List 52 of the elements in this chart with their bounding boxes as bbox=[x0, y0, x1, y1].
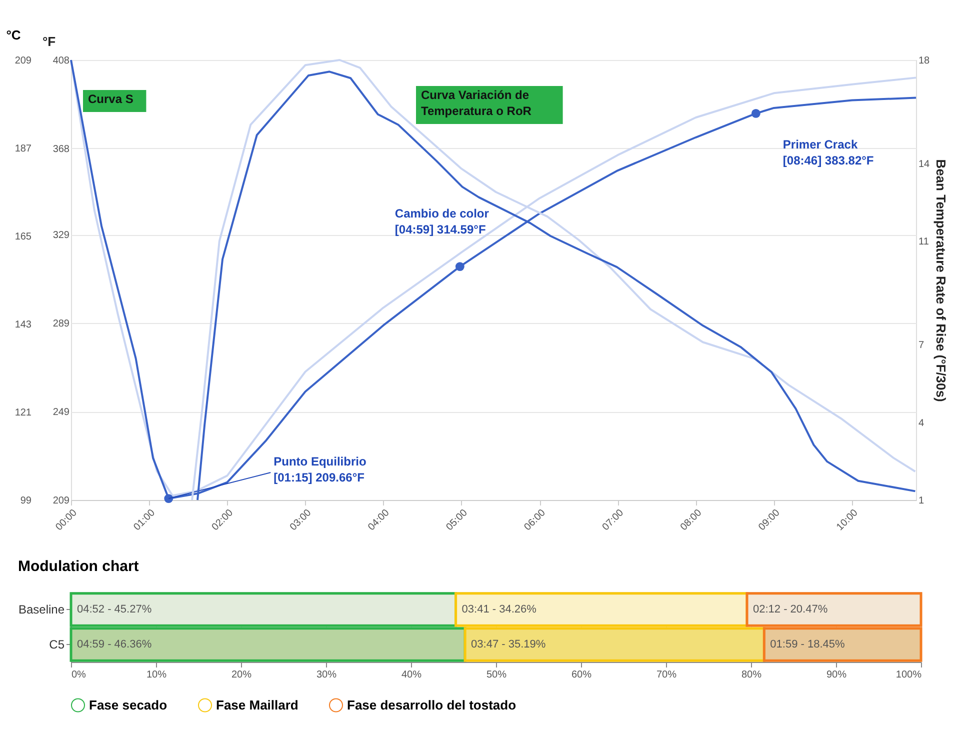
y-axis-title: °F bbox=[42, 34, 56, 49]
annotation: 02:12 - 20.47% bbox=[753, 604, 828, 616]
y2-tick-label: 4 bbox=[918, 418, 924, 429]
annotation: Curva Variación de Temperatura o RoR bbox=[421, 88, 532, 118]
legend-label: Fase secado bbox=[89, 697, 168, 712]
annotation: Punto Equilibrio [01:15] 209.66°F bbox=[274, 454, 366, 485]
x-tick-label: 60% bbox=[571, 670, 592, 680]
legend-label: Fase Maillard bbox=[216, 697, 298, 712]
y-tick-label: 408 bbox=[52, 56, 70, 66]
x-tick-label: 50% bbox=[486, 670, 507, 680]
x-tick-label: 90% bbox=[826, 670, 847, 680]
x-tick-label: 10% bbox=[146, 670, 167, 680]
x-tick-label: 70% bbox=[656, 670, 677, 680]
y3-tick-label: 187 bbox=[14, 144, 32, 154]
y3-tick-label: 143 bbox=[14, 320, 32, 330]
y-tick-label: Baseline bbox=[18, 602, 65, 616]
y2-axis-title: Bean Temperature Rate of Rise (°F/30s) bbox=[934, 159, 949, 402]
annotation: Cambio de color [04:59] 314.59°F bbox=[394, 206, 490, 237]
x-tick-label: 40% bbox=[401, 670, 422, 680]
y-tick-label: C5 bbox=[49, 638, 65, 652]
y3-tick-label: 121 bbox=[14, 408, 32, 418]
point bbox=[455, 262, 464, 271]
point bbox=[164, 494, 174, 504]
annotation: 03:41 - 34.26% bbox=[462, 604, 537, 616]
annotation: 01:59 - 18.45% bbox=[770, 638, 846, 650]
y3-axis-title: °C bbox=[6, 28, 22, 42]
chart-title: Modulation chart bbox=[18, 558, 139, 575]
y3-tick-label: 209 bbox=[14, 56, 32, 66]
y-tick-label: 329 bbox=[52, 230, 70, 242]
x-tick-label: 30% bbox=[316, 670, 337, 680]
y-tick-label: 368 bbox=[52, 144, 70, 155]
annotation: 03:47 - 35.19% bbox=[471, 638, 546, 650]
x-tick-label: 20% bbox=[231, 670, 252, 680]
y3-tick-label: 99 bbox=[20, 496, 32, 506]
x-tick-label: 0% bbox=[72, 670, 86, 680]
annotation: Primer Crack [08:46] 383.82°F bbox=[782, 137, 874, 168]
y2-tick-label: 11 bbox=[918, 236, 930, 248]
y2-tick-label: 14 bbox=[918, 159, 930, 170]
y3-tick-label: 165 bbox=[14, 232, 32, 242]
annotation: 04:52 - 45.27% bbox=[77, 604, 152, 616]
annotation: 04:59 - 46.36% bbox=[77, 638, 152, 650]
x-tick-label: 100% bbox=[896, 670, 922, 680]
annotation: Curva S bbox=[88, 92, 134, 106]
y-tick-label: 209 bbox=[52, 496, 70, 506]
y-tick-label: 249 bbox=[52, 407, 70, 418]
y2-tick-label: 7 bbox=[918, 340, 924, 352]
x-tick-label: 80% bbox=[741, 670, 762, 680]
y2-tick-label: 1 bbox=[918, 496, 924, 506]
y-tick-label: 289 bbox=[52, 318, 70, 330]
y2-tick-label: 18 bbox=[918, 56, 930, 66]
legend-label: Fase desarrollo del tostado bbox=[347, 697, 516, 712]
point bbox=[751, 109, 760, 118]
